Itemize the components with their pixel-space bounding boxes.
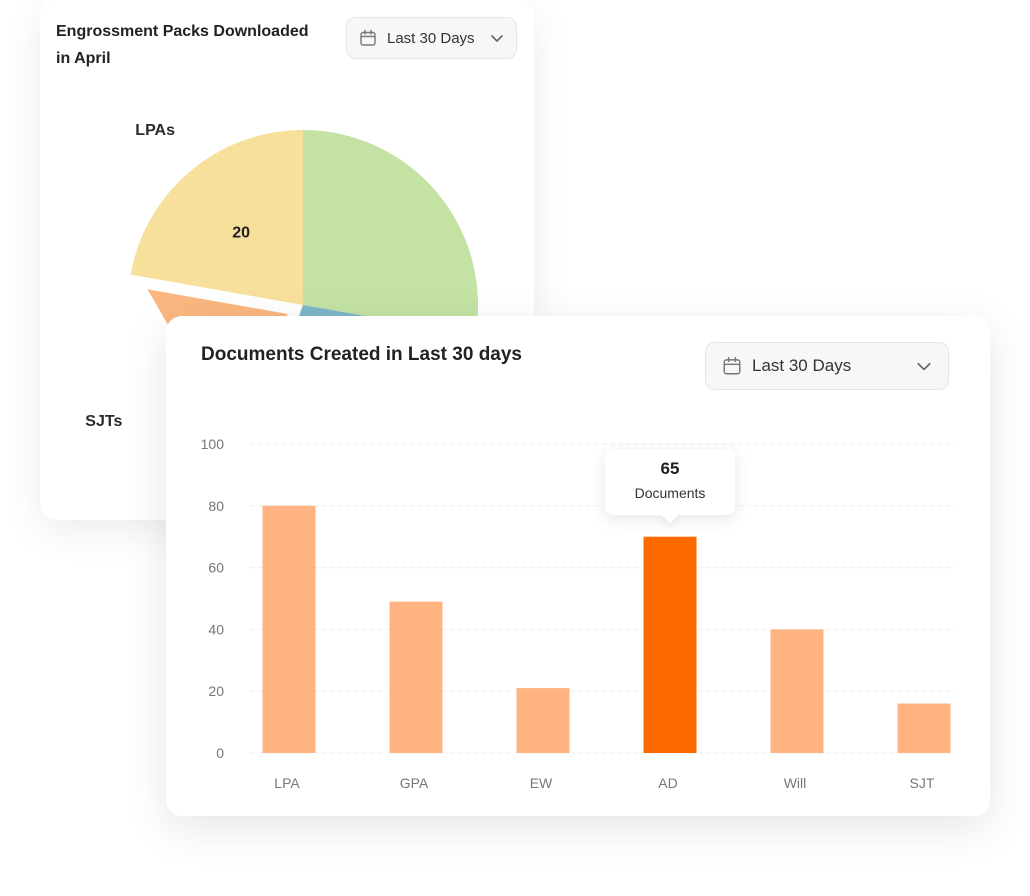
pie-date-range-label: Last 30 Days xyxy=(387,29,475,47)
pie-slice-lpas[interactable] xyxy=(130,130,303,305)
x-tick-label: AD xyxy=(658,775,677,791)
pie-category-label-lpas: LPAs xyxy=(135,122,175,139)
pie-value-label: 20 xyxy=(232,224,250,241)
bar-chart: 0 20 40 60 80 100 LPA GPA EW AD Will SJT xyxy=(201,436,956,791)
bar-ew[interactable] xyxy=(516,688,570,753)
y-tick-label: 100 xyxy=(201,436,225,452)
bar-tooltip: 65 Documents xyxy=(605,448,735,515)
bar-date-range-label: Last 30 Days xyxy=(752,356,852,375)
y-tick-label: 40 xyxy=(208,621,224,637)
pie-slice-0[interactable] xyxy=(303,130,478,336)
pie-date-range-dropdown[interactable]: Last 30 Days xyxy=(346,17,517,59)
bar-gpa[interactable] xyxy=(389,601,443,753)
calendar-icon xyxy=(722,356,742,376)
bar-ad[interactable] xyxy=(643,536,697,753)
tooltip-value: 65 xyxy=(660,458,680,478)
x-tick-label: LPA xyxy=(274,775,300,791)
x-tick-label: EW xyxy=(530,775,553,791)
chevron-down-icon xyxy=(490,31,504,45)
tooltip-label: Documents xyxy=(634,484,706,501)
x-tick-label: GPA xyxy=(400,775,429,791)
bar-lpa[interactable] xyxy=(262,505,316,753)
pie-chart-title: Engrossment Packs Downloaded in April xyxy=(56,23,309,67)
x-tick-label: Will xyxy=(784,775,807,791)
pie-category-label-sjts: SJTs xyxy=(85,413,122,430)
y-tick-label: 60 xyxy=(208,560,224,576)
chevron-down-icon xyxy=(916,358,932,374)
calendar-icon xyxy=(359,29,377,47)
bar-will[interactable] xyxy=(770,629,824,753)
bar-chart-card: 0 20 40 60 80 100 LPA GPA EW AD Will SJT Documents … xyxy=(166,316,990,816)
bar-sjt[interactable] xyxy=(897,703,951,753)
x-tick-label: SJT xyxy=(910,775,935,791)
y-tick-label: 20 xyxy=(208,683,224,699)
y-tick-label: 0 xyxy=(216,745,224,761)
y-tick-label: 80 xyxy=(208,498,224,514)
bar-date-range-dropdown[interactable]: Last 30 Days xyxy=(705,342,949,390)
bar-chart-title: Documents Created in Last 30 days xyxy=(201,344,522,365)
